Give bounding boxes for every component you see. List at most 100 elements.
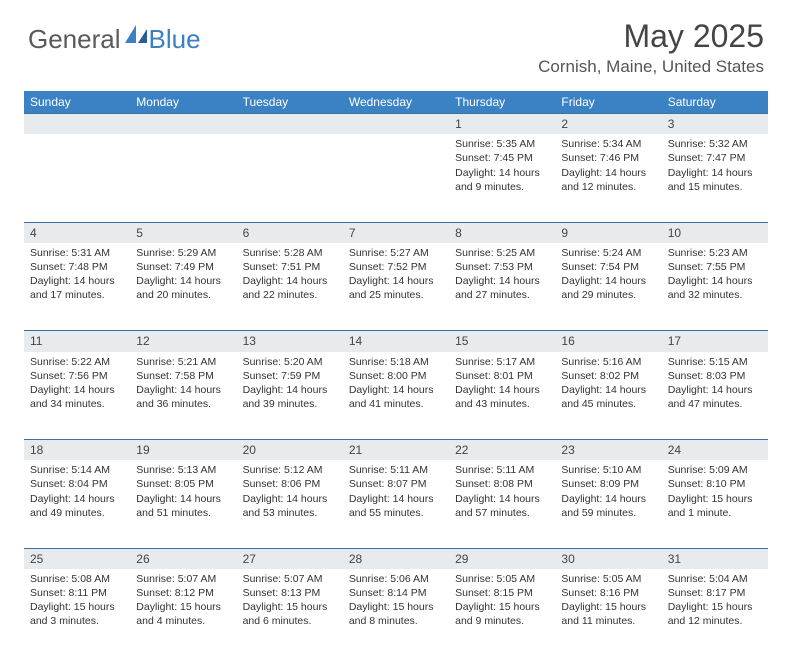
day-number: 9 [555,223,661,243]
daylight-line: Daylight: 14 hours and 34 minutes. [30,384,115,410]
sunrise-line: Sunrise: 5:10 AM [561,464,641,476]
day-number [343,114,449,134]
day-number: 25 [24,549,130,569]
sunset-line: Sunset: 8:07 PM [349,478,427,490]
sunrise-line: Sunrise: 5:16 AM [561,356,641,368]
daylight-line: Daylight: 14 hours and 17 minutes. [30,275,115,301]
daylight-line: Daylight: 15 hours and 11 minutes. [561,601,646,627]
day-cell: Sunrise: 5:25 AMSunset: 7:53 PMDaylight:… [449,243,555,307]
daylight-line: Daylight: 14 hours and 29 minutes. [561,275,646,301]
sunrise-line: Sunrise: 5:35 AM [455,138,535,150]
day-header: Tuesday [237,91,343,114]
day-number: 8 [449,223,555,243]
daylight-line: Daylight: 15 hours and 1 minute. [668,493,753,519]
sunset-line: Sunset: 8:09 PM [561,478,639,490]
sunrise-line: Sunrise: 5:13 AM [136,464,216,476]
daylight-line: Daylight: 14 hours and 59 minutes. [561,493,646,519]
day-number: 27 [237,549,343,569]
sunset-line: Sunset: 8:16 PM [561,587,639,599]
daylight-line: Daylight: 15 hours and 8 minutes. [349,601,434,627]
day-number [24,114,130,134]
day-cell: Sunrise: 5:28 AMSunset: 7:51 PMDaylight:… [237,243,343,307]
sunrise-line: Sunrise: 5:34 AM [561,138,641,150]
brand-text-1: General [28,24,121,55]
day-cell: Sunrise: 5:05 AMSunset: 8:15 PMDaylight:… [449,569,555,633]
daylight-line: Daylight: 14 hours and 49 minutes. [30,493,115,519]
sunset-line: Sunset: 7:56 PM [30,370,108,382]
daylight-line: Daylight: 15 hours and 6 minutes. [243,601,328,627]
day-number: 4 [24,223,130,243]
sunrise-line: Sunrise: 5:08 AM [30,573,110,585]
sunset-line: Sunset: 8:15 PM [455,587,533,599]
daylight-line: Daylight: 15 hours and 4 minutes. [136,601,221,627]
daylight-line: Daylight: 14 hours and 9 minutes. [455,167,540,193]
sunset-line: Sunset: 8:03 PM [668,370,746,382]
day-cell: Sunrise: 5:14 AMSunset: 8:04 PMDaylight:… [24,460,130,524]
sunrise-line: Sunrise: 5:29 AM [136,247,216,259]
sunset-line: Sunset: 8:17 PM [668,587,746,599]
sunset-line: Sunset: 7:55 PM [668,261,746,273]
day-number: 6 [237,223,343,243]
day-header: Thursday [449,91,555,114]
sunrise-line: Sunrise: 5:32 AM [668,138,748,150]
day-cell: Sunrise: 5:21 AMSunset: 7:58 PMDaylight:… [130,352,236,416]
day-number: 1 [449,114,555,134]
sunrise-line: Sunrise: 5:11 AM [455,464,534,476]
sunset-line: Sunset: 7:52 PM [349,261,427,273]
sunrise-line: Sunrise: 5:27 AM [349,247,429,259]
daylight-line: Daylight: 14 hours and 25 minutes. [349,275,434,301]
header: General Blue May 2025 Cornish, Maine, Un… [0,0,792,83]
daylight-line: Daylight: 14 hours and 39 minutes. [243,384,328,410]
day-number: 22 [449,440,555,460]
sunrise-line: Sunrise: 5:24 AM [561,247,641,259]
day-cell: Sunrise: 5:22 AMSunset: 7:56 PMDaylight:… [24,352,130,416]
sunset-line: Sunset: 8:02 PM [561,370,639,382]
day-cell: Sunrise: 5:11 AMSunset: 8:07 PMDaylight:… [343,460,449,524]
sunset-line: Sunset: 7:53 PM [455,261,533,273]
day-cell: Sunrise: 5:08 AM Sunset: 8:11 PM Daylight:… [24,569,130,633]
sunset-line: Sunset: 8:01 PM [455,370,533,382]
calendar-head: SundayMondayTuesdayWednesdayThursdayFrid… [24,91,768,114]
title-block: May 2025 Cornish, Maine, United States [538,18,764,77]
daylight-line: Daylight: 14 hours and 12 minutes. [561,167,646,193]
sunrise-line: Sunrise: 5:09 AM [668,464,748,476]
day-cell: Sunrise: 5:07 AMSunset: 8:13 PMDaylight:… [237,569,343,633]
sunrise-line: Sunrise: 5:31 AM [30,247,110,259]
day-header: Saturday [662,91,768,114]
sunset-line: Sunset: 8:14 PM [349,587,427,599]
daylight-line: Daylight: 14 hours and 32 minutes. [668,275,753,301]
sunset-line: Sunset: 7:51 PM [243,261,321,273]
day-cell: Sunrise: 5:13 AMSunset: 8:05 PMDaylight:… [130,460,236,524]
sunrise-line: Sunrise: 5:11 AM [349,464,428,476]
day-number: 12 [130,331,236,351]
day-number: 10 [662,223,768,243]
day-number: 7 [343,223,449,243]
day-cell: Sunrise: 5:23 AM Sunset: 7:55 PM Daylight:… [662,243,768,307]
location-text: Cornish, Maine, United States [538,57,764,77]
day-number [130,114,236,134]
day-cell: Sunrise: 5:16 AMSunset: 8:02 PMDaylight:… [555,352,661,416]
sunset-line: Sunset: 8:13 PM [243,587,321,599]
day-number: 3 [662,114,768,134]
sunrise-line: Sunrise: 5:05 AM [561,573,641,585]
sunset-line: Sunset: 8:11 PM [30,587,107,599]
day-header: Sunday [24,91,130,114]
brand-sail-icon [125,25,147,48]
sunset-line: Sunset: 7:59 PM [243,370,321,382]
sunrise-line: Sunrise: 5:23 AM [668,247,748,259]
day-number: 24 [662,440,768,460]
day-number: 5 [130,223,236,243]
sunset-line: Sunset: 8:05 PM [136,478,214,490]
daylight-line: Daylight: 14 hours and 41 minutes. [349,384,434,410]
day-header: Wednesday [343,91,449,114]
day-cell: Sunrise: 5:27 AM Sunset: 7:52 PM Daylight:… [343,243,449,307]
daylight-line: Daylight: 15 hours and 3 minutes. [30,601,115,627]
day-number: 30 [555,549,661,569]
calendar-body: 123Sunrise: 5:35 AMSunset: 7:45 PMDaylig… [24,114,768,657]
day-number: 11 [24,331,130,351]
sunrise-line: Sunrise: 5:20 AM [243,356,323,368]
day-number: 14 [343,331,449,351]
sunset-line: Sunset: 7:58 PM [136,370,214,382]
day-cell: Sunrise: 5:34 AMSunset: 7:46 PMDaylight:… [555,134,661,198]
day-header: Friday [555,91,661,114]
